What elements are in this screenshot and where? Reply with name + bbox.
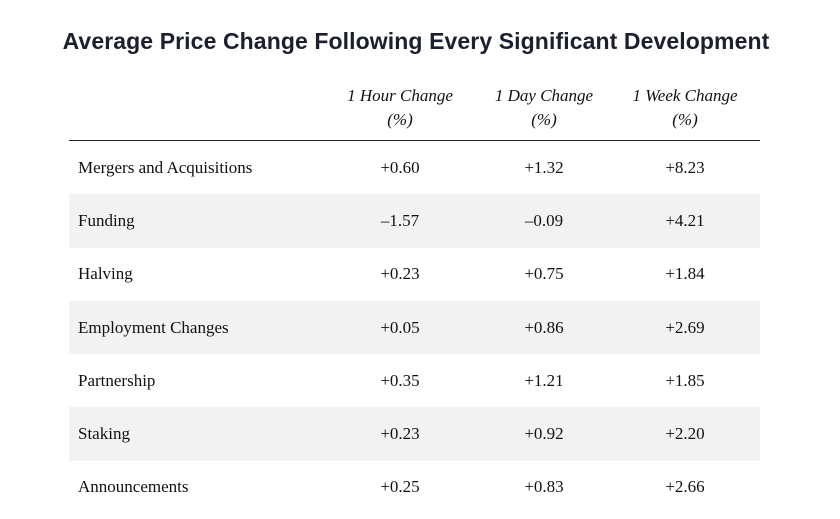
cell-1-week: +1.84 [665, 264, 705, 284]
table-row: Mergers and Acquisitions +0.60 +1.32 +8.… [69, 141, 760, 194]
column-header-1-day: 1 Day Change (%) [469, 84, 619, 132]
cell-1-week: +2.66 [665, 477, 705, 497]
cell-1-hour: +0.23 [380, 424, 420, 444]
cell-1-week: +1.85 [665, 370, 705, 390]
column-header-unit: (%) [672, 110, 698, 129]
cell-1-hour: +0.25 [380, 477, 420, 497]
cell-1-day: +1.21 [524, 370, 564, 390]
row-label: Funding [78, 210, 135, 230]
cell-1-hour: +0.60 [380, 157, 420, 177]
column-header-label: 1 Week Change [632, 86, 738, 105]
column-header-1-hour: 1 Hour Change (%) [325, 84, 475, 132]
table-row: Halving +0.23 +0.75 +1.84 [69, 248, 760, 301]
cell-1-hour: +0.23 [380, 264, 420, 284]
cell-1-hour: +0.05 [380, 317, 420, 337]
cell-1-hour: +0.35 [380, 370, 420, 390]
cell-1-day: +1.32 [524, 157, 564, 177]
cell-1-hour: –1.57 [380, 210, 420, 230]
cell-1-day: +0.92 [524, 424, 564, 444]
cell-1-day: +0.83 [524, 477, 564, 497]
column-header-unit: (%) [387, 110, 413, 129]
row-label: Employment Changes [78, 317, 229, 337]
column-header-unit: (%) [531, 110, 557, 129]
cell-1-day: +0.86 [524, 317, 564, 337]
row-label: Announcements [78, 477, 189, 497]
cell-1-week: +4.21 [665, 210, 705, 230]
row-label: Partnership [78, 370, 156, 390]
row-label: Staking [78, 424, 130, 444]
table-row: Announcements +0.25 +0.83 +2.66 [69, 461, 760, 514]
cell-1-week: +2.20 [665, 424, 705, 444]
table-header: 1 Hour Change (%) 1 Day Change (%) 1 Wee… [69, 82, 760, 141]
cell-1-week: +8.23 [665, 157, 705, 177]
row-label: Halving [78, 264, 133, 284]
table-row: Employment Changes +0.05 +0.86 +2.69 [69, 300, 760, 355]
table-row: Partnership +0.35 +1.21 +1.85 [69, 354, 760, 407]
cell-1-day: –0.09 [524, 210, 564, 230]
cell-1-week: +2.69 [665, 317, 705, 337]
table-row: Staking +0.23 +0.92 +2.20 [69, 407, 760, 461]
table-row: Funding –1.57 –0.09 +4.21 [69, 194, 760, 248]
column-header-1-week: 1 Week Change (%) [610, 84, 760, 132]
column-header-label: 1 Hour Change [347, 86, 453, 105]
row-label: Mergers and Acquisitions [78, 157, 253, 177]
page-title: Average Price Change Following Every Sig… [62, 28, 770, 54]
column-header-label: 1 Day Change [494, 86, 594, 105]
cell-1-day: +0.75 [524, 264, 564, 284]
data-table: 1 Hour Change (%) 1 Day Change (%) 1 Wee… [69, 82, 760, 514]
